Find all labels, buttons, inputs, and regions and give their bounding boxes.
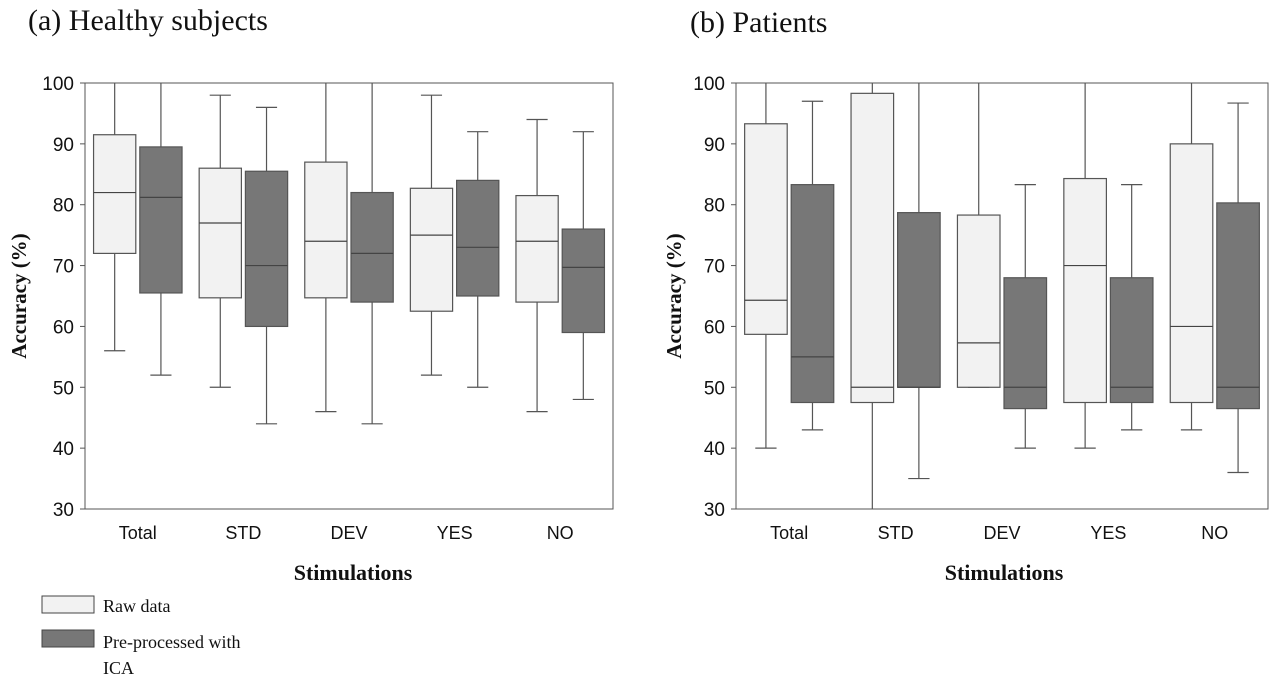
a-x-tick-label-dev: DEV xyxy=(330,523,367,543)
b-box-yes-raw xyxy=(1063,83,1107,449)
b-box-total-raw xyxy=(744,83,788,449)
a-y-tick-label: 50 xyxy=(53,378,74,399)
box-iqr xyxy=(850,92,895,404)
b-box-std-raw xyxy=(850,83,895,509)
a-x-tick-label-yes: YES xyxy=(437,523,473,543)
box-iqr xyxy=(1063,177,1107,404)
box-iqr xyxy=(350,191,394,303)
panel-b-y-axis-label: Accuracy (%) xyxy=(662,233,686,358)
b-x-tick-label-no: NO xyxy=(1201,523,1228,543)
legend-label-raw-data: Raw data xyxy=(103,596,170,616)
box-iqr xyxy=(456,179,500,297)
panel-b-boxes xyxy=(744,83,1260,509)
legend-swatch-raw-data xyxy=(41,595,95,614)
b-y-tick-label: 80 xyxy=(704,196,725,217)
a-y-tick-label: 70 xyxy=(53,257,74,278)
box-iqr xyxy=(139,146,183,294)
box-iqr xyxy=(304,161,348,299)
a-x-tick-label-no: NO xyxy=(547,523,574,543)
panel-a-y-axis: 30 40 50 60 70 80 90 100 xyxy=(42,74,85,521)
box-iqr xyxy=(515,194,559,303)
b-box-no-raw xyxy=(1169,83,1214,431)
box-iqr xyxy=(1109,277,1154,404)
box-iqr xyxy=(744,123,788,335)
a-box-std-ica xyxy=(244,106,289,425)
a-y-tick-label: 40 xyxy=(53,439,74,460)
a-y-tick-label: 90 xyxy=(53,135,74,156)
a-y-tick-label: 60 xyxy=(53,317,74,338)
box-iqr xyxy=(896,212,941,388)
box-iqr xyxy=(1169,143,1214,404)
a-box-no-ica xyxy=(561,131,606,401)
a-box-total-raw xyxy=(92,83,137,352)
panel-b-plot-frame xyxy=(735,82,1269,510)
legend-label-ica-line2: ICA xyxy=(103,658,134,678)
panel-b-title: (b) Patients xyxy=(690,6,827,39)
box-iqr xyxy=(561,228,606,334)
panel-b-y-axis: 30 40 50 60 70 80 90 100 xyxy=(693,74,736,521)
legend-swatch-ica xyxy=(41,629,95,648)
panel-b-x-axis: Total STD DEV YES NO xyxy=(770,523,1228,543)
panel-a-x-axis: Total STD DEV YES NO xyxy=(119,523,574,543)
b-y-tick-label: 60 xyxy=(704,317,725,338)
panel-b-patients: (b) Patients 30 40 50 60 70 80 90 100 Total STD D… xyxy=(662,6,1269,585)
a-box-yes-ica xyxy=(456,131,500,388)
box-iqr xyxy=(790,184,835,404)
panel-a-x-axis-label: Stimulations xyxy=(294,560,413,585)
a-x-tick-label-std: STD xyxy=(225,523,261,543)
a-y-tick-label: 100 xyxy=(42,74,74,95)
box-iqr xyxy=(1216,202,1260,410)
b-box-dev-raw xyxy=(956,83,1001,388)
b-x-tick-label-total: Total xyxy=(770,523,808,543)
a-box-total-ica xyxy=(139,83,183,376)
panel-a-boxes xyxy=(92,83,606,425)
panel-a-title: (a) Healthy subjects xyxy=(28,4,268,37)
panel-a-healthy-subjects: (a) Healthy subjects 30 40 50 60 70 80 90 100 T… xyxy=(7,4,614,585)
box-iqr xyxy=(1003,277,1048,410)
b-box-yes-ica xyxy=(1109,184,1154,431)
b-box-no-ica xyxy=(1216,102,1260,474)
b-x-tick-label-yes: YES xyxy=(1090,523,1126,543)
a-y-tick-label: 30 xyxy=(53,500,74,521)
box-iqr xyxy=(956,214,1001,388)
legend-label-ica-line1: Pre-processed with xyxy=(103,632,240,652)
a-box-dev-raw xyxy=(304,83,348,413)
panel-a-plot-frame xyxy=(84,82,614,510)
panel-b-x-axis-label: Stimulations xyxy=(945,560,1064,585)
b-y-tick-label: 90 xyxy=(704,135,725,156)
b-y-tick-label: 50 xyxy=(704,378,725,399)
box-iqr xyxy=(92,134,137,255)
b-x-tick-label-std: STD xyxy=(878,523,914,543)
legend: Raw data Pre-processed with ICA xyxy=(41,595,240,678)
box-iqr xyxy=(409,187,454,312)
box-iqr xyxy=(244,170,289,328)
b-y-tick-label: 30 xyxy=(704,500,725,521)
a-y-tick-label: 80 xyxy=(53,196,74,217)
b-y-tick-label: 100 xyxy=(693,74,725,95)
b-box-total-ica xyxy=(790,100,835,431)
box-iqr xyxy=(198,167,243,299)
b-y-tick-label: 40 xyxy=(704,439,725,460)
a-box-no-raw xyxy=(515,118,559,413)
b-x-tick-label-dev: DEV xyxy=(983,523,1020,543)
panel-a-y-axis-label: Accuracy (%) xyxy=(7,233,31,358)
a-box-std-raw xyxy=(198,94,243,388)
b-box-dev-ica xyxy=(1003,184,1048,449)
a-x-tick-label-total: Total xyxy=(119,523,157,543)
b-box-std-ica xyxy=(896,83,941,480)
a-box-yes-raw xyxy=(409,94,454,376)
a-box-dev-ica xyxy=(350,83,394,425)
b-y-tick-label: 70 xyxy=(704,257,725,278)
